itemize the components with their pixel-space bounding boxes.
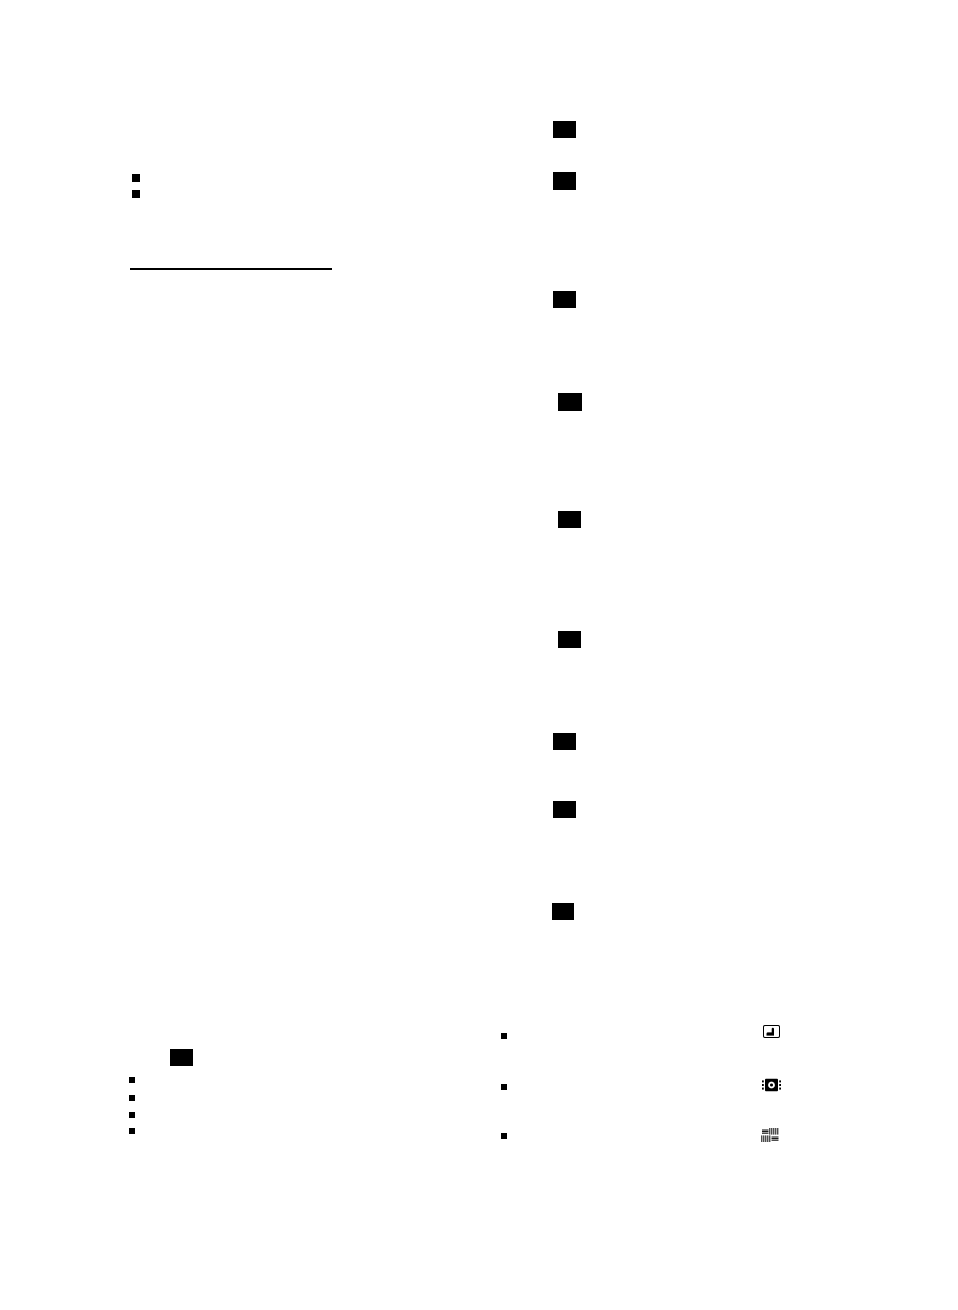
bullet-square-small <box>501 1033 507 1039</box>
seat-profile-icon <box>763 1025 780 1038</box>
inline-image-placeholder <box>170 1049 193 1066</box>
inline-image-placeholder <box>553 172 576 190</box>
bullet-square-small <box>129 1095 135 1101</box>
bullet-square-small <box>501 1133 507 1139</box>
inline-image-placeholder <box>558 511 581 528</box>
bullet-square-small <box>129 1128 135 1134</box>
bullet-square <box>132 174 140 182</box>
bullet-square-small <box>129 1077 135 1083</box>
inline-image-placeholder <box>558 393 582 411</box>
inline-image-placeholder <box>553 733 576 750</box>
bullet-square-small <box>501 1084 507 1090</box>
bullet-square-small <box>129 1112 135 1118</box>
inline-image-placeholder <box>553 291 576 308</box>
inline-image-placeholder <box>553 801 576 818</box>
inline-image-placeholder <box>552 903 574 920</box>
media-unit-icon <box>762 1078 781 1092</box>
bullet-square <box>132 190 140 198</box>
fabric-swatch-icon <box>761 1128 779 1142</box>
inline-image-placeholder <box>558 631 581 648</box>
heading-underline-rule <box>130 268 332 270</box>
inline-image-placeholder <box>553 121 576 138</box>
